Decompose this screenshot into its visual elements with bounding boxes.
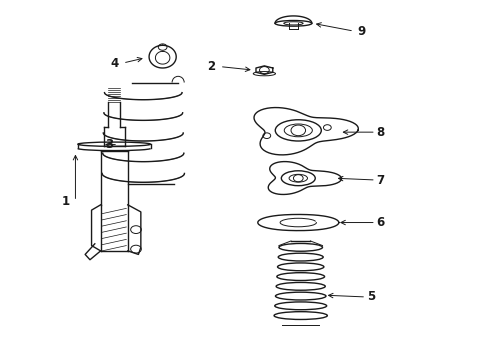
Text: 4: 4 bbox=[110, 57, 118, 69]
Text: 6: 6 bbox=[376, 216, 385, 229]
Text: 7: 7 bbox=[377, 174, 385, 186]
Text: 3: 3 bbox=[105, 138, 113, 151]
Text: 2: 2 bbox=[207, 60, 215, 73]
Text: 8: 8 bbox=[376, 126, 385, 139]
Text: 1: 1 bbox=[62, 195, 70, 208]
Text: 5: 5 bbox=[367, 291, 375, 303]
Text: 9: 9 bbox=[357, 24, 366, 38]
